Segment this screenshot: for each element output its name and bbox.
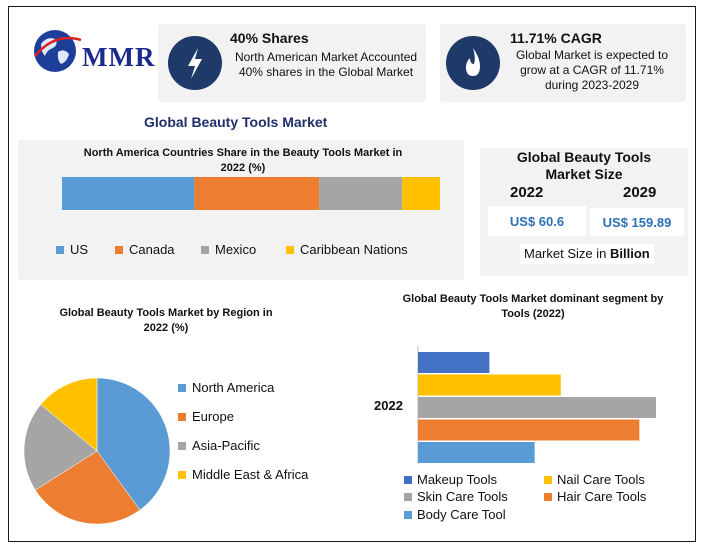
legend-item: Makeup Tools [404,472,497,487]
legend-swatch [178,383,186,392]
region-pie-chart [23,378,171,525]
legend-item: Nail Care Tools [544,472,645,487]
kpi-card-shares: 40% Shares North American Market Account… [158,24,426,102]
stacked-bar-chart [62,177,440,210]
legend-label: Middle East & Africa [192,467,309,482]
legend-item: Mexico [201,242,256,257]
legend-swatch [404,475,412,484]
legend-swatch [56,245,64,254]
market-size-value-2022: US$ 60.6 [488,206,586,236]
legend-label: Europe [192,409,234,424]
page-title: Global Beauty Tools Market [144,114,328,130]
stacked-bar-segment-1 [194,177,320,210]
lightning-icon [188,48,202,79]
market-size-card: Global Beauty Tools Market Size 2022 202… [480,148,688,276]
stacked-bar-segment-0 [62,177,195,210]
stacked-chart-legend: US Canada Mexico Caribbean Nations [18,140,464,280]
legend-label: Body Care Tool [417,507,506,522]
legend-item: Europe [178,409,234,424]
market-size-footnote-prefix: Market Size in [524,246,610,261]
pie-chart-title: Global Beauty Tools Market by Region in … [59,307,273,334]
legend-label: Caribbean Nations [300,242,408,257]
pie-slice-europe [35,450,141,525]
legend-item: Body Care Tool [404,507,506,522]
segment-bar-nail-care-tools [418,374,561,396]
legend-item: Caribbean Nations [286,242,408,257]
legend-label: Canada [129,242,175,257]
flame-icon [466,48,480,76]
market-size-value-2029: US$ 159.89 [590,208,684,236]
pie-slice-north-america [96,378,171,511]
legend-swatch [404,510,412,519]
legend-label: Nail Care Tools [557,472,645,487]
legend-item: Skin Care Tools [404,489,508,504]
segment-bar-hair-care-tools [418,419,640,441]
legend-label: US [70,242,89,257]
legend-item: US [56,242,88,257]
chart-title: North America Countries Share in the Bea… [83,147,403,174]
legend-swatch [544,492,552,501]
pie-slice-asia-pacific [23,404,98,491]
legend-swatch [115,245,123,254]
legend-label: Makeup Tools [417,472,497,487]
kpi-text: Global Market is expected to grow at a C… [515,48,669,92]
market-size-footnote: Market Size in Billion [520,244,654,264]
segment-bar-makeup-tools [418,352,490,373]
kpi-title: 40% Shares [230,30,309,46]
kpi-title: 11.71% CAGR [510,30,602,46]
segment-bar-chart [417,346,656,464]
kpi-icon-circle [446,36,500,90]
kpi-text: North American Market Accounted 40% shar… [234,50,418,79]
brand-logo: MMR [82,42,156,72]
kpi-icon-circle [168,36,222,90]
legend-label: Skin Care Tools [417,489,508,504]
legend-label: North America [192,380,275,395]
pie-slice-middle-east-africa [40,378,98,452]
stacked-bar-segment-2 [319,177,403,210]
legend-item: North America [178,380,274,395]
legend-item: Middle East & Africa [178,467,308,482]
legend-item: Canada [115,242,175,257]
market-size-title: Global Beauty Tools Market Size [516,149,652,182]
segment-legend: Makeup Tools Nail Care Tools Skin Care Too… [404,472,684,532]
kpi-card-cagr: 11.71% CAGR Global Market is expected to… [440,24,686,102]
segment-chart-title: Global Beauty Tools Market dominant segm… [402,293,664,320]
legend-item: Asia-Pacific [178,438,260,453]
infographic-frame [8,6,696,542]
north-america-share-card: North America Countries Share in the Bea… [18,140,464,280]
legend-swatch [404,492,412,501]
pie-legend: North America Europe Asia-Pacific Middle Ea… [178,380,338,500]
segment-bar-skin-care-tools [418,397,656,418]
segment-bar-body-care-tool [418,442,535,463]
legend-label: Mexico [215,242,257,257]
legend-label: Asia-Pacific [192,438,260,453]
legend-swatch [201,245,209,254]
globe-logo-icon [34,30,82,72]
legend-swatch [178,441,186,450]
legend-label: Hair Care Tools [557,489,647,504]
legend-item: Hair Care Tools [544,489,646,504]
market-size-year-2029: 2029 [623,184,657,201]
legend-swatch [178,470,186,479]
segment-category-label: 2022 [374,398,403,413]
market-size-year-2022: 2022 [510,184,544,201]
legend-swatch [178,412,186,421]
stacked-bar-segment-3 [402,177,440,210]
legend-swatch [544,475,552,484]
legend-swatch [286,245,294,254]
market-size-footnote-unit: Billion [609,246,650,261]
